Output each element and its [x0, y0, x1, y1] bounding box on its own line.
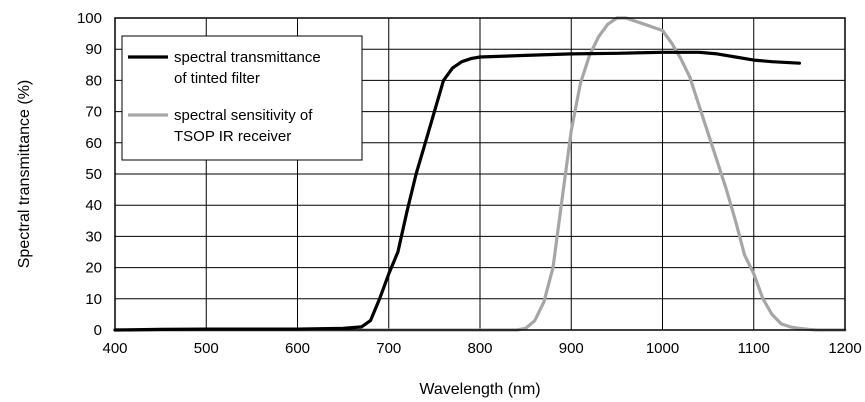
y-tick-label: 70: [85, 104, 102, 121]
y-tick-label: 20: [85, 260, 102, 277]
x-tick-label: 400: [102, 340, 127, 357]
y-tick-label: 50: [85, 166, 102, 183]
series-line-0: [113, 50, 802, 332]
x-tick-label: 900: [559, 340, 584, 357]
y-tick-label: 10: [85, 291, 102, 308]
x-tick-label: 1100: [738, 340, 770, 357]
legend: spectral transmittance of tinted filter sp…: [121, 35, 363, 161]
legend-label: spectral transmittance: [174, 49, 321, 66]
x-tick-label: 800: [467, 340, 492, 357]
x-tick-label: 700: [376, 340, 401, 357]
x-tick-label: 1000: [646, 340, 679, 357]
legend-label: TSOP IR receiver: [174, 128, 291, 145]
series-layer: [113, 16, 847, 332]
y-tick-label: 40: [85, 197, 102, 214]
y-tick-label: 60: [85, 135, 102, 152]
plot-frame: [114, 17, 846, 331]
y-tick-label: 100: [77, 10, 102, 27]
x-tick-label: 1200: [828, 340, 861, 357]
y-tick-label: 80: [85, 72, 102, 89]
x-tick-label: 500: [194, 340, 219, 357]
y-tick-label: 30: [85, 228, 102, 245]
x-axis-label: Wavelength (nm): [419, 381, 540, 398]
series-line-1: [113, 16, 847, 332]
x-tick-label: 600: [285, 340, 310, 357]
y-tick-label: 0: [94, 322, 102, 339]
y-tick-label: 90: [85, 41, 102, 58]
y-axis-label: Spectral transmittance (%): [16, 80, 33, 269]
legend-label: of tinted filter: [174, 70, 260, 87]
tick-labels: 400 500 600 700 800 900 1000 1100 1200 0 10 20 30 40 5…: [77, 10, 862, 357]
legend-label: spectral sensitivity of: [174, 107, 313, 124]
grid: [114, 17, 846, 331]
